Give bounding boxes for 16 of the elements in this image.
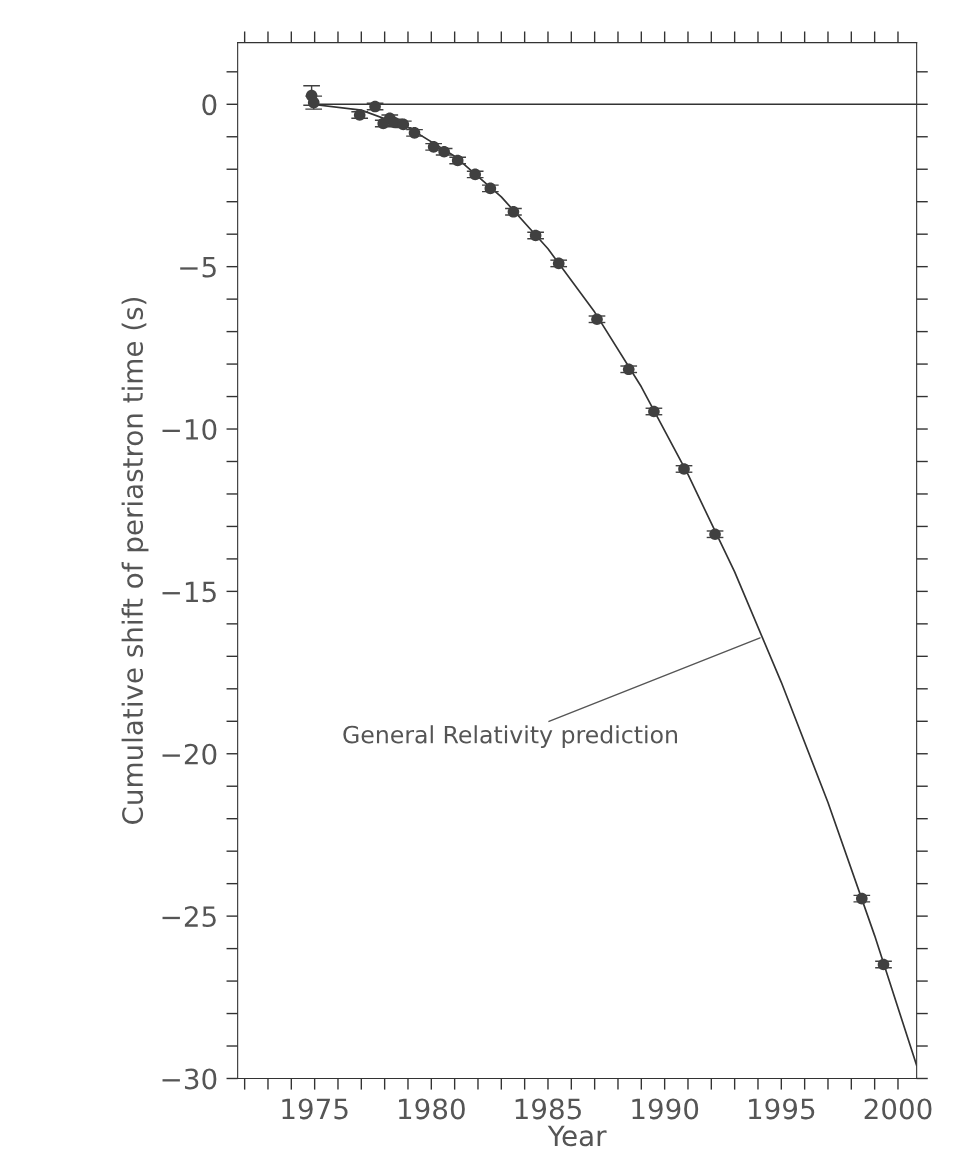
- y-tick-label: −25: [162, 906, 216, 928]
- y-tick-label: −15: [162, 581, 216, 603]
- annotation: General Relativity prediction: [343, 725, 677, 749]
- x-tick-label: 1990: [632, 1098, 699, 1120]
- y-tick-label: −5: [180, 256, 216, 278]
- x-tick-label: 2000: [864, 1098, 932, 1120]
- y-tick-label: −20: [162, 743, 217, 765]
- x-axis-title: Year: [547, 1125, 607, 1147]
- x-tick-label: 1985: [515, 1098, 581, 1120]
- x-tick-label: 1980: [399, 1098, 465, 1120]
- y-tick-label: −30: [162, 1068, 217, 1090]
- y-tick-label: 0: [202, 94, 217, 116]
- y-tick-label: −10: [162, 418, 217, 440]
- y-axis-title: Cumulative shift of periastron time (s): [121, 297, 149, 824]
- x-tick-label: 1975: [282, 1098, 348, 1120]
- x-tick-label: 1995: [749, 1098, 815, 1120]
